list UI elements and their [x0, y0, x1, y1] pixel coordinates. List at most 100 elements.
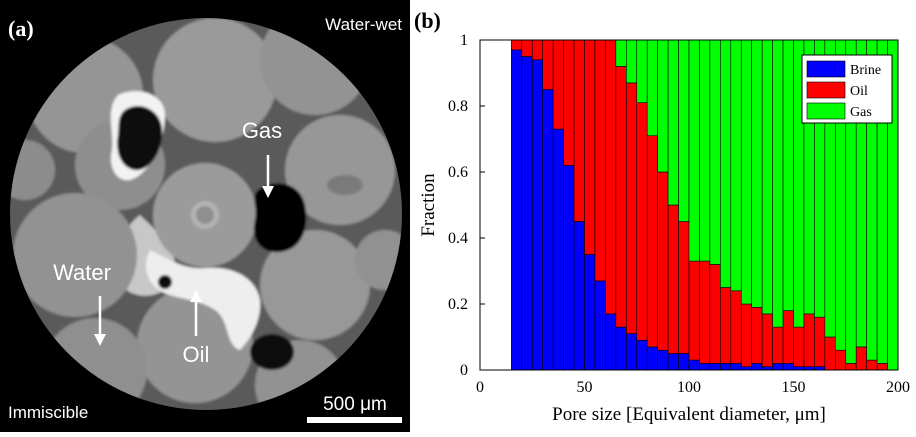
y-axis-label: Fraction [418, 173, 439, 237]
bar-gas-20 [720, 39, 732, 288]
scale-bar [307, 417, 402, 423]
y-tick-label: 0.6 [448, 164, 468, 181]
oil-annotation: Oil [183, 342, 210, 367]
legend-swatch-brine [806, 60, 846, 78]
y-tick-label: 0.4 [448, 230, 468, 247]
bar-brine-5 [563, 165, 575, 371]
bar-oil-35 [876, 363, 888, 371]
water-arrowhead [94, 334, 106, 346]
bar-brine-4 [552, 128, 564, 371]
bar-oil-16 [678, 221, 690, 354]
bar-brine-20 [720, 363, 732, 371]
x-axis-ticks: 0 50 100 150 200 [476, 365, 910, 396]
bar-brine-26 [782, 363, 794, 371]
bar-oil-10 [615, 66, 627, 328]
bar-gas-16 [678, 39, 690, 222]
bar-oil-14 [657, 171, 669, 351]
bar-brine-11 [626, 333, 638, 371]
bar-brine-10 [615, 326, 627, 371]
wettability-label: Water-wet [325, 15, 402, 34]
bar-brine-16 [678, 353, 690, 371]
bar-oil-0 [511, 39, 523, 51]
panel-a-label: (a) [8, 16, 34, 41]
bar-oil-31 [834, 349, 847, 371]
bar-oil-4 [552, 39, 564, 130]
gas-annotation: Gas [242, 118, 282, 143]
bar-brine-25 [772, 363, 784, 371]
bar-gas-13 [646, 39, 658, 136]
bar-oil-15 [667, 204, 679, 354]
bar-oil-30 [824, 336, 836, 371]
bar-brine-15 [667, 353, 679, 371]
bar-gas-14 [657, 39, 669, 173]
bar-oil-29 [814, 316, 826, 368]
bar-brine-3 [542, 89, 554, 371]
x-tick-label: 100 [677, 379, 701, 396]
bar-gas-24 [761, 39, 773, 315]
y-tick-label: 0 [460, 362, 468, 379]
bar-oil-32 [845, 363, 857, 371]
bar-brine-9 [605, 313, 617, 371]
bar-gas-23 [751, 39, 763, 308]
bar-oil-20 [720, 287, 732, 364]
bar-brine-12 [636, 339, 648, 371]
bar-gas-12 [636, 39, 648, 104]
bar-gas-21 [730, 39, 742, 292]
chart-legend: Brine Oil Gas [801, 54, 893, 124]
bar-group [511, 39, 899, 371]
bar-gas-19 [709, 39, 721, 265]
bar-oil-26 [782, 310, 794, 364]
bar-oil-11 [626, 82, 638, 335]
bar-oil-34 [866, 359, 878, 371]
bar-brine-21 [730, 363, 742, 371]
bar-brine-2 [531, 59, 543, 371]
bar-oil-25 [772, 326, 784, 364]
micro-ct-panel: (a) Water-wet Immiscible Gas Water Oil 5… [0, 0, 410, 432]
legend-label-brine: Brine [850, 63, 881, 78]
bar-oil-8 [594, 39, 606, 282]
bar-oil-22 [740, 303, 752, 368]
bar-gas-17 [688, 39, 700, 262]
bar-oil-17 [688, 260, 700, 361]
x-tick-label: 200 [886, 379, 910, 396]
bar-oil-2 [531, 39, 543, 61]
bar-oil-19 [709, 264, 721, 364]
x-axis-label: Pore size [Equivalent diameter, μm] [552, 404, 826, 425]
oil-arrowhead [190, 290, 202, 302]
bar-oil-33 [855, 346, 867, 371]
regime-label: Immiscible [8, 403, 88, 422]
bar-brine-14 [657, 349, 669, 371]
bar-brine-1 [521, 56, 533, 371]
x-tick-label: 50 [577, 379, 593, 396]
legend-label-gas: Gas [850, 105, 872, 120]
bar-oil-27 [793, 326, 805, 368]
bar-oil-13 [646, 135, 658, 348]
bar-gas-15 [667, 39, 679, 206]
fraction-chart: (b) 0 50 100 150 200 0 0.2 0.4 0.6 0.8 1 Pore siz… [414, 8, 910, 425]
legend-swatch-gas [806, 102, 846, 120]
bar-oil-12 [636, 102, 648, 341]
y-axis-ticks: 0 0.2 0.4 0.6 0.8 1 [448, 32, 485, 379]
y-tick-label: 0.2 [448, 296, 468, 313]
bar-gas-18 [699, 39, 711, 262]
bar-oil-5 [563, 39, 575, 166]
micro-ct-image: (a) Water-wet Immiscible Gas Water Oil 5… [0, 0, 410, 432]
bar-brine-23 [751, 363, 763, 371]
bar-oil-6 [573, 39, 585, 222]
bar-gas-11 [626, 39, 638, 84]
x-tick-label: 150 [782, 379, 806, 396]
bar-oil-9 [605, 39, 617, 315]
bar-gas-25 [772, 39, 784, 328]
gas-arrowhead [262, 186, 274, 198]
bar-gas-26 [782, 39, 794, 311]
bar-gas-10 [615, 39, 627, 67]
bar-oil-1 [521, 39, 533, 57]
bar-oil-24 [761, 313, 773, 367]
bar-gas-22 [740, 39, 752, 305]
panel-b-label: (b) [414, 8, 441, 33]
water-annotation: Water [53, 260, 111, 285]
y-tick-label: 1 [460, 32, 468, 49]
y-tick-label: 0.8 [448, 98, 468, 115]
bar-oil-3 [542, 39, 554, 90]
bar-brine-7 [584, 254, 596, 371]
